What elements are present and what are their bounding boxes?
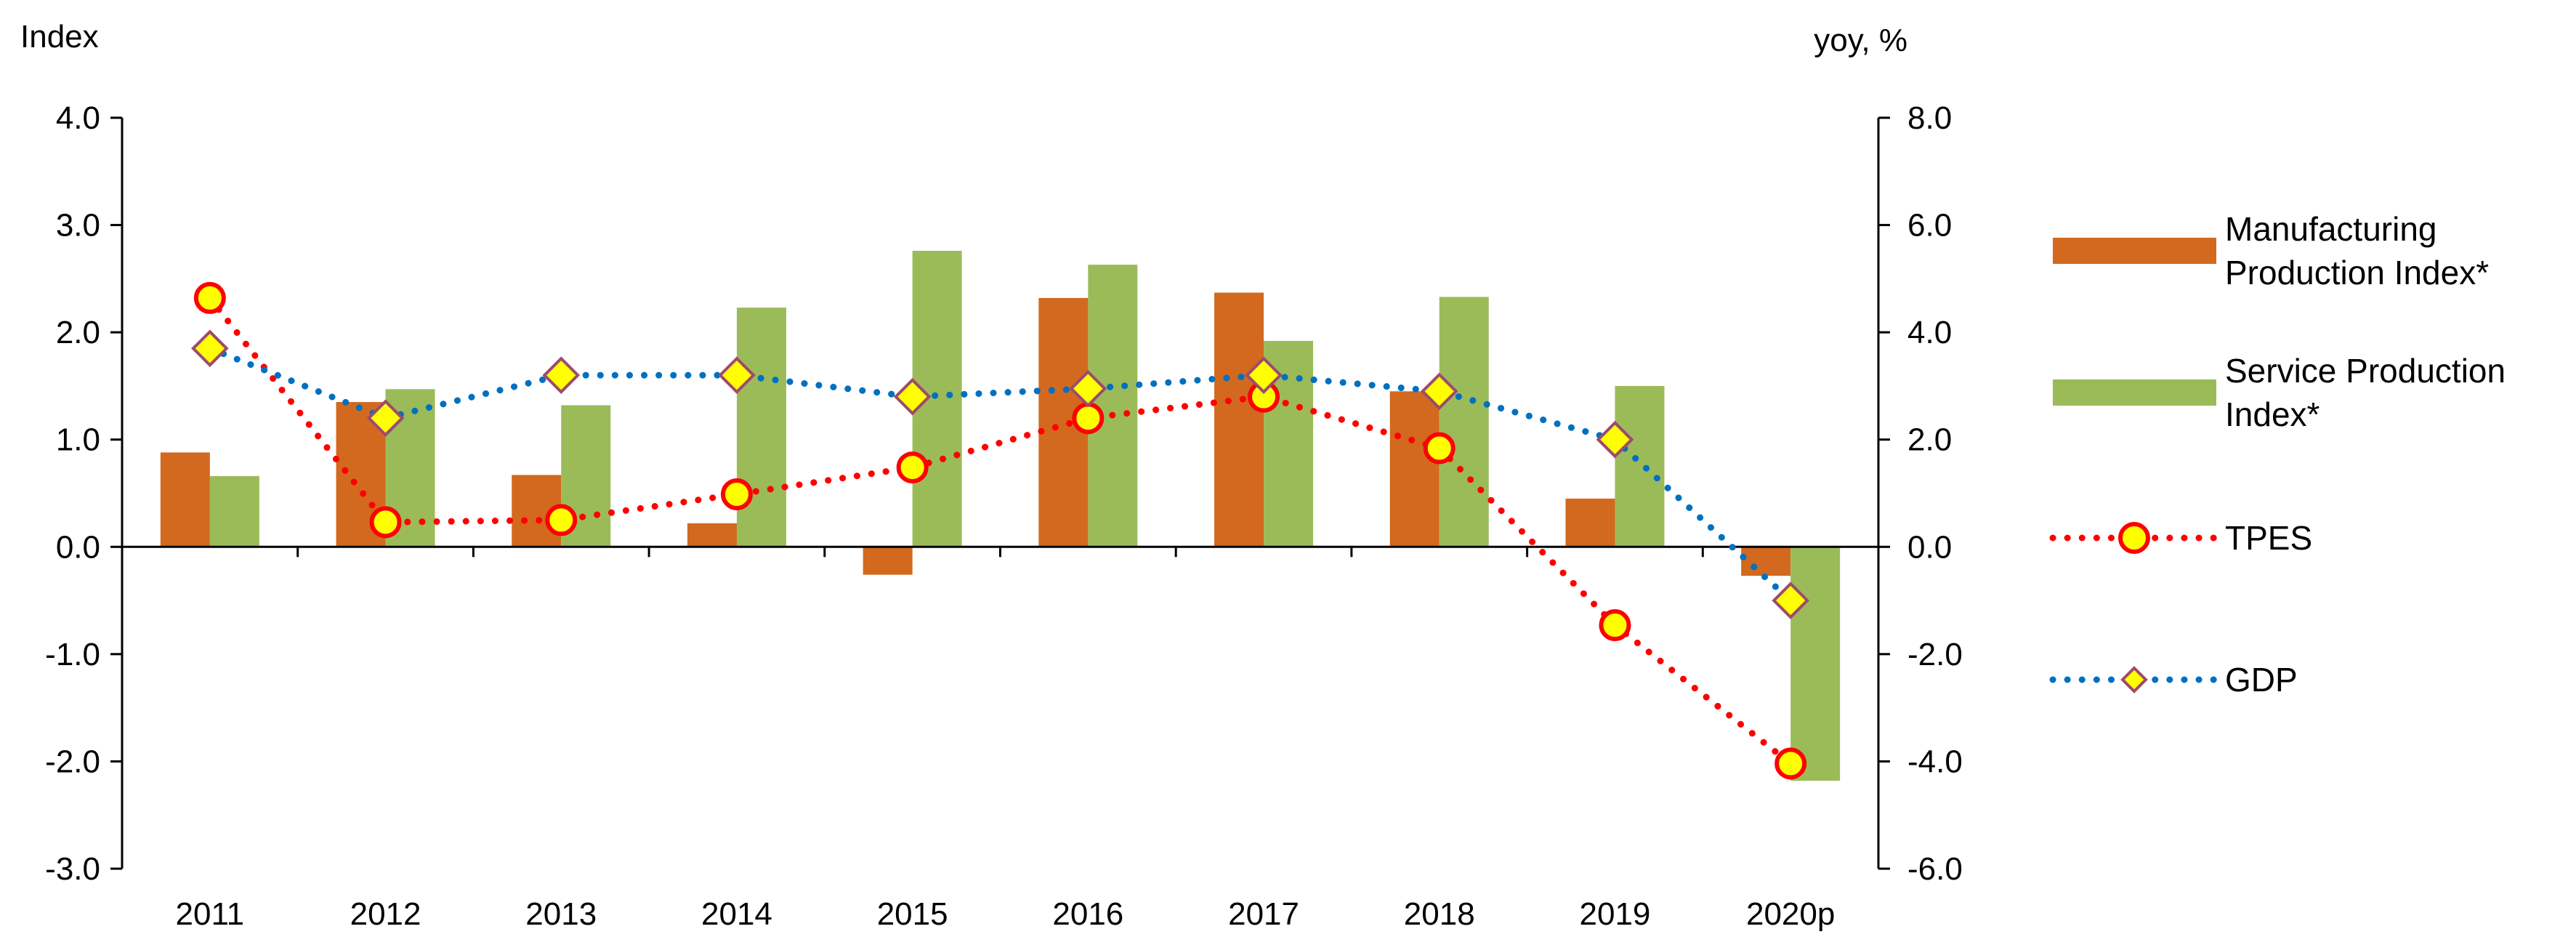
tpes-marker-2020p bbox=[1774, 747, 1807, 780]
x-axis: 2011 2012 2013 2014 2015 2016 2017 2018 2019 2020… bbox=[176, 896, 1836, 932]
right-axis-tick-label: 0.0 bbox=[1907, 529, 1952, 565]
right-axis: 8.0 6.0 4.0 2.0 0.0 -2.0 -4.0 -6.0 bbox=[1877, 100, 1963, 887]
right-axis-tick-label: 2.0 bbox=[1907, 422, 1952, 458]
left-axis-tick-label: -2.0 bbox=[45, 744, 100, 779]
legend-marker-tpes bbox=[2118, 522, 2150, 554]
left-axis-tick-label: 4.0 bbox=[56, 100, 100, 136]
bar-service-2019 bbox=[1615, 385, 1665, 547]
gdp-marker-2020p bbox=[1772, 582, 1809, 619]
left-axis-tick-label: 3.0 bbox=[56, 208, 100, 244]
right-axis-tick-label: -4.0 bbox=[1907, 744, 1963, 779]
left-axis-label: Index bbox=[20, 19, 99, 55]
right-axis-tick-label: -6.0 bbox=[1907, 851, 1963, 887]
tpes-marker-2013 bbox=[545, 504, 578, 536]
gdp-marker-2015 bbox=[893, 377, 932, 416]
tpes-marker-2014 bbox=[720, 478, 753, 510]
gdp-line bbox=[206, 345, 1794, 604]
legend-label-gdp: GDP bbox=[2225, 661, 2298, 699]
left-axis-tick-label: 0.0 bbox=[56, 529, 100, 565]
gdp-marker-2014 bbox=[718, 356, 756, 394]
line-series-group bbox=[191, 281, 1809, 780]
right-axis-tick-label: 6.0 bbox=[1907, 208, 1952, 244]
gdp-marker-2018 bbox=[1420, 372, 1458, 411]
tpes-marker-2012 bbox=[369, 506, 402, 539]
legend-label-manufacturing-production-index: Manufacturing bbox=[2225, 210, 2437, 248]
x-axis-tick-label: 2011 bbox=[176, 896, 245, 932]
x-axis-tick-label: 2014 bbox=[701, 896, 772, 932]
bar-manufacturing-2018 bbox=[1389, 391, 1440, 547]
tpes-marker-2016 bbox=[1072, 402, 1105, 435]
bar-service-2011 bbox=[209, 475, 259, 547]
left-axis-tick-label: 2.0 bbox=[56, 315, 100, 350]
left-axis-tick-label: 1.0 bbox=[56, 422, 100, 458]
tpes-line bbox=[206, 294, 1794, 767]
bar-series-group bbox=[160, 250, 1841, 781]
gdp-marker-2016 bbox=[1069, 369, 1107, 408]
legend: Manufacturing Production Index* Service Pr… bbox=[2049, 210, 2506, 699]
x-axis-tick-label: 2013 bbox=[525, 896, 597, 932]
gdp-marker-2017 bbox=[1245, 356, 1283, 394]
right-axis-tick-label: -2.0 bbox=[1907, 637, 1963, 672]
tpes-marker-2019 bbox=[1599, 609, 1631, 642]
legend-swatch-service-production-index bbox=[2053, 379, 2216, 406]
bar-manufacturing-2017 bbox=[1214, 292, 1264, 547]
tpes-marker-2011 bbox=[193, 281, 226, 314]
tpes-marker-2018 bbox=[1423, 432, 1455, 465]
x-axis-tick-label: 2016 bbox=[1052, 896, 1123, 932]
legend-label-service-production-index: Service Production bbox=[2225, 352, 2506, 390]
left-axis: 4.0 3.0 2.0 1.0 0.0 -1.0 -2.0 -3.0 bbox=[45, 100, 124, 887]
left-axis-tick-label: -1.0 bbox=[45, 637, 100, 672]
bar-manufacturing-2019 bbox=[1565, 498, 1615, 547]
right-axis-tick-label: 8.0 bbox=[1907, 100, 1952, 136]
legend-label-service-production-index: Index* bbox=[2225, 395, 2320, 433]
x-axis-tick-label: 2017 bbox=[1228, 896, 1299, 932]
bar-manufacturing-2020p bbox=[1741, 547, 1791, 576]
x-axis-tick-label: 2020p bbox=[1746, 896, 1835, 932]
bar-manufacturing-2015 bbox=[863, 547, 913, 575]
x-axis-tick-label: 2019 bbox=[1580, 896, 1651, 932]
bar-manufacturing-2014 bbox=[687, 523, 737, 547]
bar-manufacturing-2011 bbox=[160, 452, 210, 547]
x-axis-tick-label: 2012 bbox=[350, 896, 421, 932]
right-axis-label: yoy, % bbox=[1814, 23, 1907, 58]
bar-service-2018 bbox=[1439, 297, 1489, 547]
legend-marker-gdp bbox=[2120, 666, 2148, 693]
tpes-marker-2015 bbox=[896, 451, 929, 484]
right-axis-tick-label: 4.0 bbox=[1907, 315, 1952, 350]
legend-label-tpes: TPES bbox=[2225, 519, 2312, 557]
gdp-marker-2013 bbox=[542, 356, 581, 394]
x-axis-tick-label: 2015 bbox=[877, 896, 948, 932]
zero-line bbox=[121, 545, 1880, 558]
gdp-marker-2012 bbox=[366, 399, 405, 438]
left-axis-tick-label: -3.0 bbox=[45, 851, 100, 887]
bar-service-2020p bbox=[1790, 547, 1841, 781]
bar-service-2014 bbox=[736, 307, 786, 547]
legend-swatch-manufacturing-production-index bbox=[2053, 238, 2216, 264]
gdp-marker-2011 bbox=[191, 329, 229, 368]
gdp-marker-2019 bbox=[1596, 420, 1634, 459]
x-axis-tick-label: 2018 bbox=[1404, 896, 1475, 932]
legend-label-manufacturing-production-index: Production Index* bbox=[2225, 254, 2489, 291]
